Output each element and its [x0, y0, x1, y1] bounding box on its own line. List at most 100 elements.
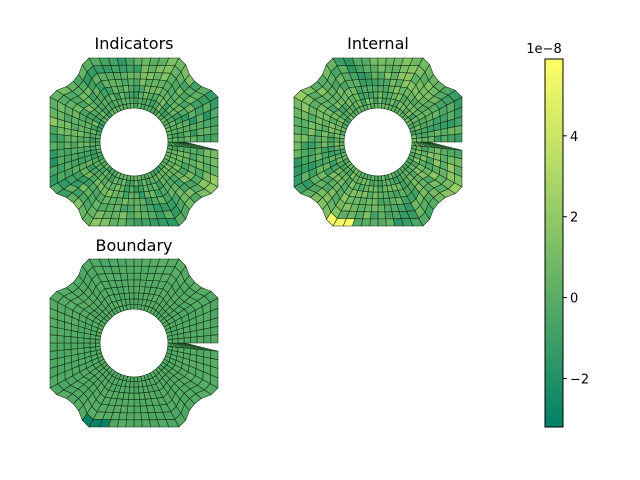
- mesh-cell: [133, 185, 140, 193]
- colorbar-ticks: −2 0 2 4: [563, 130, 589, 387]
- mesh-cell: [127, 399, 135, 407]
- mesh-cell: [133, 405, 142, 414]
- panel-internal: Internal: [293, 34, 463, 227]
- mesh-cell: [177, 136, 185, 143]
- mesh-cell: [139, 405, 149, 414]
- mesh-cell: [63, 141, 72, 150]
- mesh-cell: [133, 175, 139, 181]
- mesh-cell: [137, 386, 145, 394]
- mesh-cell: [189, 330, 198, 338]
- mesh-cell: [377, 185, 384, 193]
- mesh-cell: [421, 131, 429, 139]
- mesh-cell: [133, 64, 142, 73]
- mesh-cell: [89, 141, 96, 147]
- mesh-cell: [127, 279, 135, 287]
- mesh-cell: [300, 134, 309, 143]
- mesh-cell: [183, 136, 191, 143]
- mesh-cell: [327, 141, 335, 148]
- mesh-cell: [126, 204, 135, 213]
- mesh-cell: [377, 64, 386, 73]
- mesh-cell: [210, 334, 219, 344]
- mesh-cell: [369, 57, 379, 66]
- mesh-cell: [89, 145, 97, 152]
- mesh-cell: [384, 211, 394, 220]
- mesh-cell: [129, 298, 135, 305]
- mesh-cell: [203, 126, 212, 136]
- mesh-cell: [327, 145, 335, 153]
- mesh-cell: [293, 133, 302, 143]
- mesh-cell: [210, 325, 219, 336]
- mesh-cell: [196, 134, 205, 143]
- mesh-cell: [49, 350, 58, 361]
- mesh-cell: [183, 331, 191, 339]
- mesh-cell: [137, 179, 144, 187]
- mesh-cell: [415, 132, 423, 139]
- mesh-cell: [56, 342, 65, 351]
- mesh-cell: [189, 129, 198, 137]
- mesh-cell: [128, 85, 135, 93]
- mesh-cell: [122, 286, 130, 294]
- mesh-cell: [77, 141, 85, 148]
- mesh-cell: [121, 279, 129, 288]
- mesh-cell: [70, 348, 79, 356]
- mesh-cell: [133, 198, 141, 206]
- panel-boundary: Boundary: [49, 236, 219, 428]
- mesh-cell: [377, 198, 385, 206]
- mesh-cell: [116, 57, 127, 66]
- mesh-cell: [167, 137, 173, 143]
- colorbar-tick-label: −2: [570, 372, 589, 387]
- mesh-cell: [121, 78, 129, 87]
- mesh-cell: [133, 272, 142, 281]
- colorbar-tick-label: 2: [570, 211, 578, 226]
- mesh-cell: [123, 91, 131, 99]
- mesh-cell: [177, 332, 185, 340]
- mesh-cell: [133, 376, 139, 382]
- mesh-cell: [307, 134, 316, 143]
- mesh-cell: [139, 398, 147, 407]
- mesh-cell: [49, 334, 58, 344]
- mesh-cell: [70, 147, 79, 155]
- mesh-cell: [172, 137, 179, 143]
- mesh-cell: [83, 342, 91, 349]
- panel-title-indicators: Indicators: [94, 34, 173, 53]
- mesh-cell: [133, 211, 142, 220]
- mesh-cell: [127, 78, 135, 86]
- mesh-cell: [372, 85, 379, 93]
- mesh-cell: [416, 137, 423, 143]
- mesh-cell: [133, 204, 142, 213]
- mesh-cell: [190, 336, 198, 344]
- mesh-cell: [133, 57, 143, 66]
- mesh-cell: [411, 137, 417, 143]
- mesh-cell: [371, 198, 379, 206]
- mesh-internal: [293, 57, 463, 227]
- mesh-cell: [56, 148, 65, 158]
- mesh-cell: [427, 130, 435, 138]
- mesh-cell: [454, 133, 463, 143]
- mesh-cell: [123, 292, 131, 300]
- mesh-cell: [440, 127, 449, 137]
- mesh-cell: [293, 141, 302, 151]
- mesh-cell: [333, 145, 341, 152]
- mesh-cell: [83, 346, 91, 354]
- panel-title-internal: Internal: [347, 34, 409, 53]
- mesh-indicators: [49, 57, 219, 227]
- mesh-cell: [89, 342, 96, 348]
- mesh-cell: [433, 129, 442, 137]
- mesh-cell: [138, 392, 146, 400]
- mesh-cell: [125, 218, 135, 227]
- mesh-cell: [63, 147, 72, 157]
- mesh-cell: [126, 71, 135, 80]
- mesh-cell: [119, 71, 129, 80]
- mesh-cell: [133, 218, 143, 227]
- mesh-cell: [63, 342, 72, 351]
- mesh-cell: [77, 342, 85, 349]
- mesh-cell: [49, 133, 58, 143]
- mesh-cell: [140, 211, 150, 220]
- mesh-cell: [369, 218, 379, 227]
- mesh-cell: [381, 185, 389, 193]
- mesh-cell: [167, 338, 173, 344]
- mesh-cell: [133, 386, 140, 394]
- mesh-cell: [190, 135, 198, 143]
- mesh-cell: [171, 333, 179, 340]
